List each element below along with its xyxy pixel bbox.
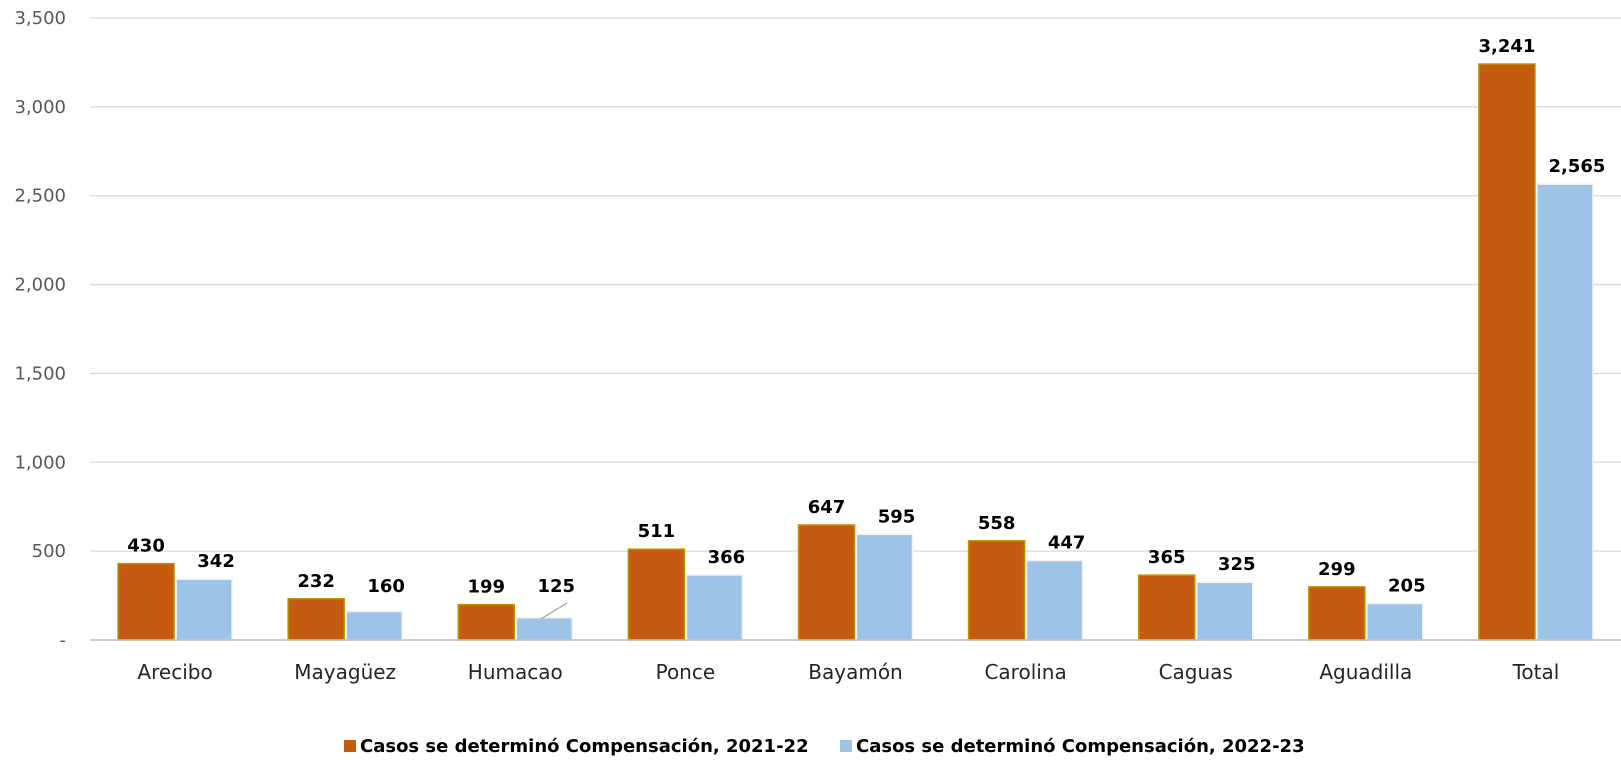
legend-swatch (840, 740, 852, 752)
bar-2021-22 (1478, 63, 1536, 641)
x-tick-label: Arecibo (137, 660, 212, 684)
x-tick-label: Total (1512, 660, 1560, 684)
bar-2022-23 (515, 617, 574, 641)
bar-2021-22 (967, 540, 1026, 641)
data-label: 125 (537, 576, 575, 597)
data-label: 595 (878, 506, 916, 527)
gridlines (90, 17, 1621, 641)
y-tick-label: 2,500 (14, 186, 66, 207)
x-tick-label: Ponce (656, 660, 716, 684)
y-axis: - 500 1,000 1,500 2,000 2,500 3,000 3,500 (14, 8, 66, 651)
data-label: 2,565 (1548, 156, 1605, 177)
data-label: 342 (197, 551, 235, 572)
data-label: 447 (1048, 533, 1086, 554)
legend-item: Casos se determinó Compensación, 2022-23 (840, 736, 1305, 757)
bar-2021-22 (1308, 586, 1366, 641)
bar-2022-23 (1025, 559, 1084, 641)
x-tick-label: Humacao (468, 660, 563, 684)
bars: 430 342 232 160 199 125 511 366 647 595 558 447 365 3… (117, 36, 1605, 641)
data-label: 232 (297, 571, 335, 592)
data-label: 205 (1388, 576, 1426, 597)
bar-2021-22 (1137, 574, 1196, 641)
bar-2021-22 (797, 524, 856, 641)
data-label: 325 (1218, 554, 1256, 575)
x-tick-label: Carolina (984, 660, 1066, 684)
y-tick-label: 3,000 (14, 97, 66, 118)
data-label: 366 (708, 547, 746, 568)
data-label: 558 (978, 513, 1016, 534)
x-tick-label: Mayagüez (294, 660, 396, 684)
legend-label: Casos se determinó Compensación, 2021-22 (360, 736, 809, 757)
bar-2022-23 (1366, 602, 1424, 641)
y-tick-label: 1,500 (14, 363, 66, 384)
x-tick-label: Caguas (1159, 660, 1233, 684)
y-tick-label: 2,000 (14, 275, 66, 296)
bar-2021-22 (117, 562, 175, 641)
leader-line (540, 602, 568, 620)
bar-2022-23 (175, 578, 233, 641)
bar-2021-22 (287, 598, 345, 641)
x-tick-label: Bayamón (808, 660, 902, 684)
x-tick-label: Aguadilla (1319, 660, 1412, 684)
legend-label: Casos se determinó Compensación, 2022-23 (856, 736, 1305, 757)
data-label: 511 (638, 521, 676, 542)
x-axis: Arecibo Mayagüez Humacao Ponce Bayamón Caroli… (90, 639, 1621, 684)
y-tick-label: - (60, 630, 67, 651)
data-label: 199 (467, 577, 505, 598)
y-tick-label: 3,500 (14, 8, 66, 29)
bar-2022-23 (345, 610, 403, 641)
y-tick-label: 1,000 (14, 452, 66, 473)
bar-2022-23 (1536, 183, 1594, 641)
bar-2022-23 (855, 533, 914, 641)
data-label: 647 (808, 497, 846, 518)
bar-2021-22 (457, 603, 516, 641)
data-label: 3,241 (1478, 36, 1535, 57)
data-label: 365 (1148, 547, 1186, 568)
y-tick-label: 500 (32, 541, 66, 562)
bar-2021-22 (627, 548, 686, 641)
bar-2022-23 (1195, 581, 1254, 641)
data-label: 430 (127, 536, 165, 557)
bar-2022-23 (685, 574, 744, 641)
legend-swatch (344, 740, 356, 752)
data-label: 299 (1318, 559, 1356, 580)
legend: Casos se determinó Compensación, 2021-22… (344, 736, 1305, 757)
data-label: 160 (367, 576, 405, 597)
legend-item: Casos se determinó Compensación, 2021-22 (344, 736, 809, 757)
